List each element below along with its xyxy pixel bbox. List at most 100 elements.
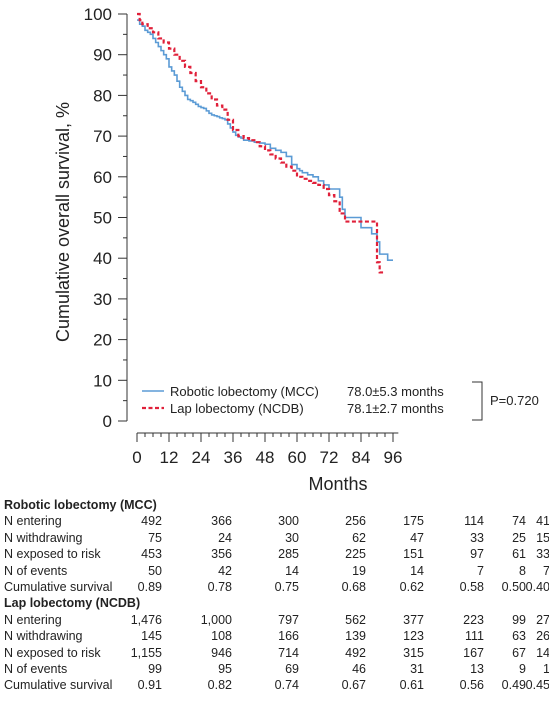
table-cell: 0.68: [341, 579, 366, 594]
x-tick-label: 48: [256, 448, 275, 467]
table-cell: 0.74: [274, 678, 299, 693]
y-axis-title: Cumulative overall survival, %: [53, 102, 73, 342]
table-cell: 0.56: [459, 678, 484, 693]
table-cell: 63: [512, 629, 526, 644]
table-section-title: Lap lobectomy (NCDB): [4, 596, 141, 611]
table-cell: 256: [345, 514, 366, 529]
table-cell: 24: [218, 530, 232, 545]
table-cell: 27: [536, 612, 549, 627]
table-cell: 562: [345, 612, 366, 627]
table-row: N exposed to risk 453 356 285 225 151 97 61 33: [4, 546, 549, 562]
table-cell: 1,155: [130, 645, 162, 660]
row-label: Cumulative survival: [4, 678, 113, 693]
table-cell: 492: [141, 514, 162, 529]
table-cell: 19: [352, 563, 366, 578]
table-cell: 47: [410, 530, 424, 545]
table-cell: 30: [285, 530, 299, 545]
p-value: P=0.720: [490, 393, 539, 408]
x-tick-label: 12: [160, 448, 179, 467]
legend-summary: 78.1±2.7 months: [347, 401, 444, 416]
table-cell: 33: [470, 530, 484, 545]
table-cell: 223: [463, 612, 484, 627]
table-cell: 99: [148, 661, 162, 676]
table-row: N entering 492 366 300 256 175 114 74 41: [4, 513, 549, 529]
table-cell: 0.45: [525, 678, 549, 693]
table-cell: 41: [536, 514, 549, 529]
table-cell: 1,476: [130, 612, 162, 627]
table-cell: 99: [512, 612, 526, 627]
table-cell: 0.61: [399, 678, 424, 693]
table-cell: 166: [278, 629, 299, 644]
row-label: N withdrawing: [4, 629, 83, 644]
table-cell: 714: [278, 645, 299, 660]
table-cell: 97: [470, 547, 484, 562]
table-cell: 123: [403, 629, 424, 644]
table-cell: 62: [352, 530, 366, 545]
y-tick-label: 20: [93, 331, 112, 350]
table-cell: 492: [345, 645, 366, 660]
table-cell: 111: [464, 629, 484, 644]
table-cell: 356: [211, 547, 232, 562]
table-cell: 0.89: [137, 579, 162, 594]
table-cell: 797: [278, 612, 299, 627]
row-label: N exposed to risk: [4, 645, 101, 660]
table-cell: 0.67: [341, 678, 366, 693]
table-section-title: Robotic lobectomy (MCC): [4, 498, 157, 512]
table-cell: 67: [512, 645, 526, 660]
table-cell: 15: [536, 530, 549, 545]
table-cell: 0.82: [207, 678, 232, 693]
table-row: N of events 99 95 69 46 31 13 9 1: [4, 661, 549, 677]
table-cell: 14: [285, 563, 299, 578]
table-cell: 69: [285, 661, 299, 676]
x-tick-label: 84: [352, 448, 371, 467]
row-label: N withdrawing: [4, 530, 83, 545]
table-cell: 0.49: [501, 678, 526, 693]
table-cell: 1: [543, 661, 549, 676]
survival-chart: 0 10 20 30 40 50 60 70 80 90 100 0 12 24 36 48 60 72 84 96 M…: [53, 5, 539, 494]
x-tick-label: 24: [192, 448, 211, 467]
table-row: N exposed to risk 1,155 946 714 492 315 167 67 1…: [4, 645, 549, 661]
y-tick-label: 80: [93, 86, 112, 105]
row-label: Cumulative survival: [4, 579, 113, 594]
table-cell: 225: [345, 547, 366, 562]
y-tick-label: 10: [93, 371, 112, 390]
table-cell: 14: [410, 563, 424, 578]
table-cell: 108: [211, 629, 232, 644]
legend: Robotic lobectomy (MCC) 78.0±5.3 months La…: [142, 381, 539, 421]
table-cell: 0.75: [274, 579, 299, 594]
row-label: N entering: [4, 612, 62, 627]
x-tick-label: 36: [224, 448, 243, 467]
table-cell: 75: [148, 530, 162, 545]
table-cell: 26: [536, 629, 549, 644]
table-cell: 0.78: [207, 579, 232, 594]
row-label: N of events: [4, 563, 68, 578]
table-cell: 25: [512, 530, 526, 545]
row-label: N exposed to risk: [4, 547, 101, 562]
x-tick-label: 72: [320, 448, 339, 467]
table-cell: 285: [278, 547, 299, 562]
table-cell: 453: [141, 547, 162, 562]
legend-summary: 78.0±5.3 months: [347, 384, 444, 399]
table-cell: 167: [463, 645, 484, 660]
legend-label: Lap lobectomy (NCDB): [170, 401, 304, 416]
y-tick-label: 60: [93, 168, 112, 187]
table-cell: 42: [218, 563, 232, 578]
axes: 0 10 20 30 40 50 60 70 80 90 100 0 12 24 36 48 60 72 84 96 M…: [53, 5, 402, 494]
y-tick-label: 0: [103, 412, 112, 431]
p-value-bracket: [472, 381, 483, 421]
table-cell: 300: [278, 514, 299, 529]
table-cell: 9: [519, 661, 526, 676]
y-tick-label: 40: [93, 249, 112, 268]
table-cell: 14: [536, 645, 549, 660]
x-tick-label: 60: [288, 448, 307, 467]
table-cell: 95: [218, 661, 232, 676]
table-cell: 0.58: [459, 579, 484, 594]
table-cell: 74: [512, 514, 526, 529]
table-cell: 8: [519, 563, 526, 578]
y-tick-label: 50: [93, 209, 112, 228]
table-cell: 0.40: [525, 579, 549, 594]
table-cell: 946: [211, 645, 232, 660]
table-cell: 175: [403, 514, 424, 529]
y-tick-label: 90: [93, 46, 112, 65]
table-cell: 0.62: [399, 579, 424, 594]
